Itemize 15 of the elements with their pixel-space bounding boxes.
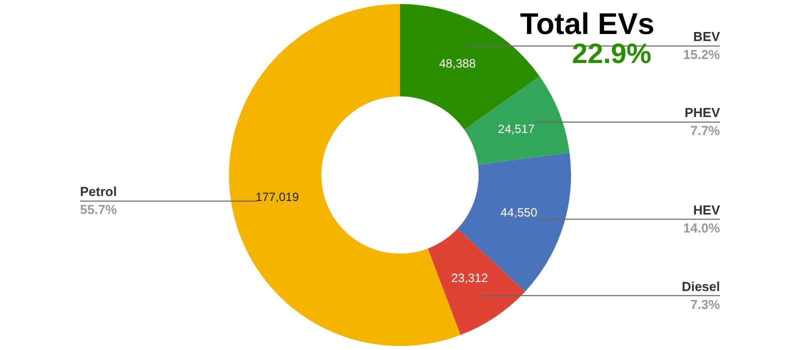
- data-label: 7.3%: [690, 296, 720, 312]
- data-label: 55.7%: [80, 202, 118, 218]
- slice-label: BEV: [693, 29, 720, 44]
- slice-label: PHEV: [684, 105, 720, 120]
- slice-label: Petrol: [80, 184, 117, 200]
- data-label: 15.2%: [683, 47, 720, 62]
- slice-label: Diesel: [682, 278, 720, 294]
- text: 23,312: [451, 270, 488, 285]
- text: 177,019: [256, 190, 299, 204]
- data-label: 7.7%: [690, 123, 720, 138]
- text: 24,517: [498, 122, 535, 136]
- text: 48,388: [439, 56, 476, 70]
- data-label: 14.0%: [683, 220, 720, 236]
- slice-label: HEV: [693, 202, 720, 218]
- text: 44,550: [500, 205, 538, 220]
